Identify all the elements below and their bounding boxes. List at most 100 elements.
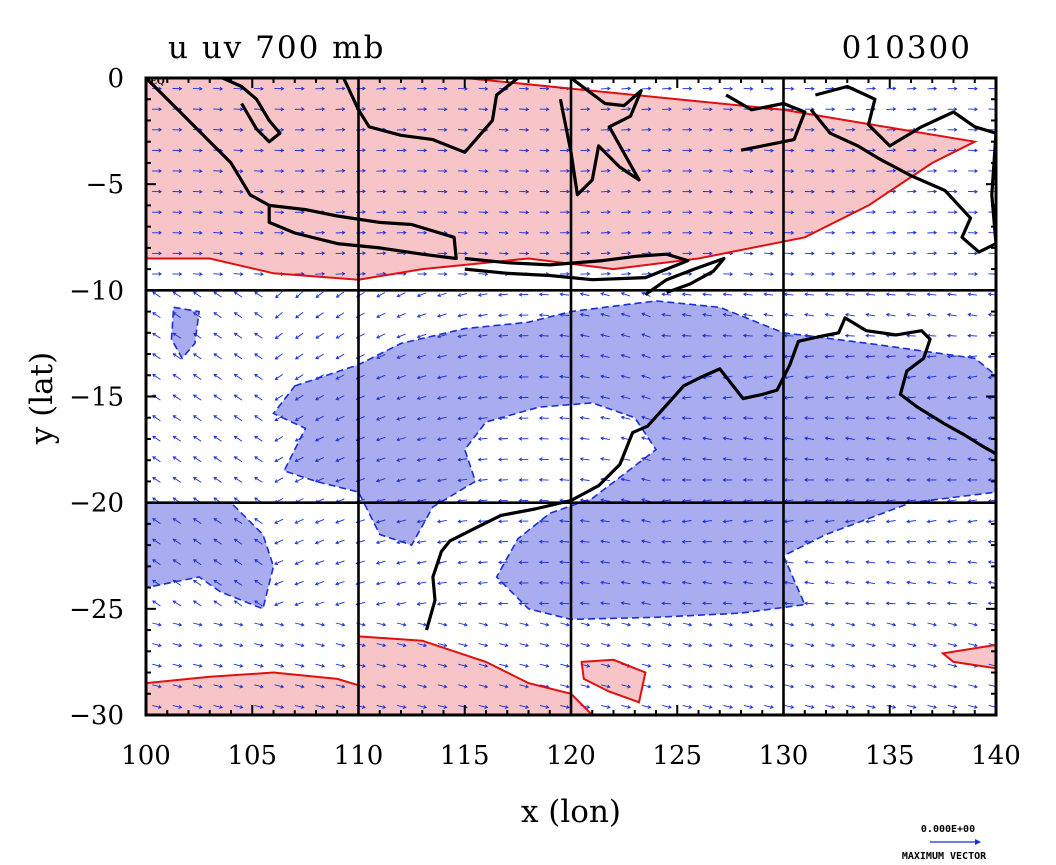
- wind-vector-head: [172, 415, 177, 419]
- wind-vector-head: [606, 622, 611, 627]
- wind-vector: [886, 232, 896, 234]
- wind-vector: [173, 456, 182, 463]
- wind-vector: [458, 375, 468, 379]
- y-tick-labels: 0−5−10−15−20−25−30: [69, 64, 124, 731]
- wind-vector-head: [681, 354, 686, 359]
- wind-vector: [784, 417, 794, 419]
- wind-vector-head: [804, 312, 808, 317]
- wind-vector: [335, 87, 345, 90]
- wind-vector: [600, 87, 610, 90]
- wind-vector: [682, 499, 692, 502]
- wind-vector-head: [824, 580, 829, 585]
- wind-vector-head: [763, 354, 767, 359]
- wind-vector: [335, 622, 345, 626]
- wind-vector-head: [729, 663, 734, 668]
- wind-vector: [233, 87, 243, 90]
- wind-vector: [906, 417, 916, 419]
- wind-vector-head: [627, 127, 632, 132]
- wind-vector: [417, 519, 427, 523]
- wind-vector: [600, 170, 610, 172]
- wind-vector: [254, 374, 263, 380]
- wind-vector-head: [219, 684, 224, 689]
- wind-vector: [764, 643, 774, 647]
- wind-vector-head: [280, 622, 285, 627]
- wind-vector: [335, 704, 345, 709]
- wind-vector: [417, 313, 427, 318]
- y-tick-label: −25: [69, 595, 124, 625]
- wind-vector: [968, 293, 978, 296]
- wind-vector: [662, 520, 672, 523]
- wind-vector-head: [416, 355, 421, 359]
- wind-vector-head: [260, 127, 264, 132]
- wind-vector: [254, 394, 263, 401]
- wind-vector-head: [641, 395, 645, 399]
- wind-vector: [600, 437, 610, 441]
- wind-vector: [458, 643, 468, 647]
- wind-vector-head: [294, 561, 299, 565]
- wind-vector: [498, 704, 508, 709]
- wind-vector-head: [912, 684, 917, 689]
- wind-vector-head: [157, 622, 162, 627]
- wind-vector-head: [525, 189, 530, 194]
- wind-vector-head: [586, 643, 591, 648]
- positive-region-south-patch-east: [581, 659, 646, 703]
- wind-vector-head: [885, 457, 890, 461]
- wind-vector: [845, 396, 855, 399]
- wind-vector-head: [926, 580, 931, 585]
- wind-vector-head: [504, 684, 509, 689]
- wind-vector: [845, 375, 855, 379]
- wind-vector: [152, 415, 161, 422]
- wind-vector: [376, 354, 386, 359]
- wind-vector: [702, 417, 712, 419]
- wind-vector: [478, 622, 488, 626]
- wind-vector-head: [157, 663, 162, 668]
- wind-vector-head: [844, 436, 849, 441]
- wind-vector-head: [770, 210, 774, 215]
- wind-vector: [152, 704, 162, 709]
- wind-vector: [315, 601, 325, 606]
- x-tick-label: 100: [121, 741, 171, 771]
- wind-vector-head: [579, 457, 584, 461]
- wind-vector: [580, 396, 590, 399]
- wind-vector-head: [335, 602, 340, 607]
- wind-vector-head: [152, 497, 156, 501]
- wind-vector: [152, 312, 161, 319]
- wind-vector-head: [913, 86, 917, 91]
- wind-vector-head: [158, 272, 162, 276]
- wind-vector-head: [545, 251, 550, 256]
- wind-vector: [417, 663, 427, 667]
- wind-vector: [234, 456, 243, 463]
- wind-vector: [702, 313, 712, 317]
- wind-vector: [478, 437, 488, 440]
- wind-vector-head: [321, 622, 326, 627]
- wind-vector: [743, 190, 753, 193]
- wind-vector-head: [708, 663, 713, 668]
- wind-vector: [906, 313, 916, 317]
- wind-vector-head: [790, 169, 795, 173]
- wind-vector-head: [729, 86, 734, 91]
- negative-contour-west-strip: [146, 501, 275, 610]
- wind-vector-head: [301, 189, 305, 194]
- wind-vector-head: [667, 643, 672, 648]
- wind-vector: [335, 601, 345, 606]
- wind-vector-head: [933, 107, 938, 112]
- wind-vector-head: [681, 333, 686, 338]
- wind-vector-head: [192, 312, 197, 316]
- wind-vector-head: [538, 457, 543, 462]
- wind-vector-head: [627, 189, 632, 194]
- wind-vector-head: [865, 560, 870, 564]
- wind-vector-head: [973, 622, 978, 627]
- wind-vector-head: [579, 580, 584, 585]
- wind-vector-head: [335, 437, 340, 442]
- wind-vector: [274, 704, 284, 709]
- wind-vector-head: [525, 643, 530, 648]
- wind-vector: [825, 313, 835, 317]
- wind-vector-head: [300, 622, 305, 627]
- wind-vector: [254, 291, 263, 298]
- wind-vector: [662, 437, 672, 440]
- wind-vector: [233, 663, 243, 667]
- wind-vector: [641, 375, 651, 379]
- wind-vector: [988, 396, 996, 399]
- wind-vector: [397, 292, 406, 297]
- wind-vector-head: [627, 230, 632, 235]
